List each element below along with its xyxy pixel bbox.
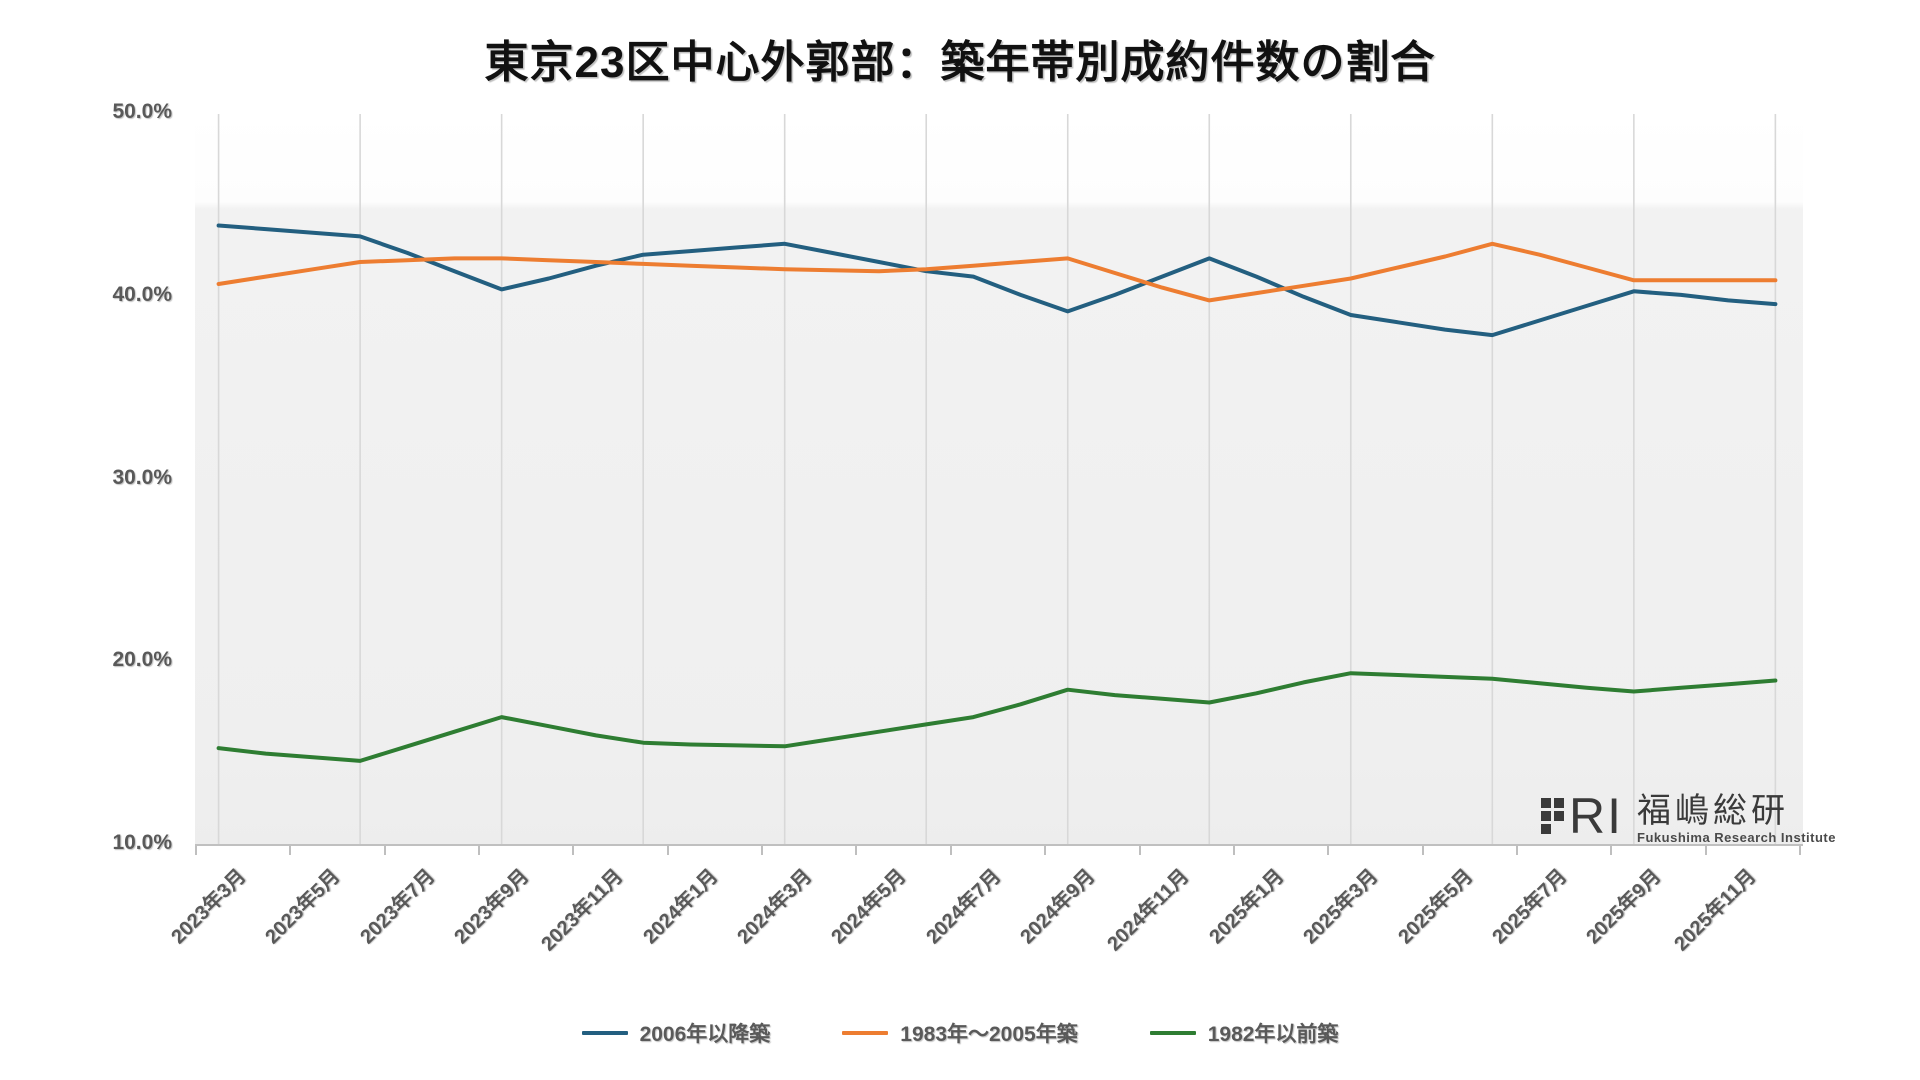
x-axis-tick — [1421, 846, 1424, 855]
x-axis-label: 2024年5月 — [827, 865, 911, 949]
x-axis-tick — [383, 846, 386, 855]
x-axis-label: 2024年11月 — [1103, 865, 1194, 956]
x-axis-label: 2025年1月 — [1205, 865, 1289, 949]
x-axis-tick — [1138, 846, 1141, 855]
x-axis-label: 2023年9月 — [450, 865, 534, 949]
x-axis-label: 2025年11月 — [1669, 865, 1761, 956]
legend-line-swatch-icon — [842, 1031, 889, 1035]
x-axis-label: 2023年3月 — [167, 865, 251, 949]
x-axis-label: 2024年1月 — [638, 865, 723, 949]
x-axis-tick — [1704, 846, 1707, 855]
fri-logo-f-icon — [1541, 798, 1565, 834]
series-line-2 — [216, 671, 1778, 763]
x-axis-tick — [572, 846, 575, 855]
fri-logo: RI 福嶋総研 Fukushima Research Institute — [1541, 788, 1836, 845]
chart-title: 東京23区中心外郭部：築年帯別成約件数の割合 — [484, 38, 1436, 87]
legend-label: 1982年以前築 — [1207, 1023, 1339, 1046]
x-axis-label: 2025年7月 — [1488, 865, 1572, 949]
x-axis-label: 2023年11月 — [537, 865, 628, 956]
x-axis-label: 2025年5月 — [1393, 865, 1477, 949]
x-axis-tick — [1515, 846, 1518, 855]
series-line-0 — [216, 223, 1778, 338]
series-line-1 — [216, 241, 1778, 303]
x-axis-label: 2023年7月 — [355, 865, 440, 949]
x-axis-tick — [1044, 846, 1047, 855]
x-axis-line — [195, 844, 1803, 846]
x-axis-tick — [195, 846, 197, 855]
logo-company-name-ja: 福嶋総研 — [1637, 792, 1790, 830]
legend-label: 2006年以降築 — [639, 1023, 771, 1046]
x-axis-label: 2025年9月 — [1582, 865, 1666, 949]
y-axis-label: 40.0% — [112, 282, 172, 306]
legend-line-swatch-icon — [581, 1031, 628, 1035]
legend-label: 1983年～2005年築 — [900, 1023, 1078, 1046]
x-axis-label: 2024年7月 — [922, 865, 1006, 949]
line-chart — [216, 114, 1778, 845]
x-axis-label: 2023年5月 — [261, 865, 345, 949]
legend-item: 1983年～2005年築 — [842, 1018, 1078, 1048]
fri-logo-mark: RI — [1541, 788, 1624, 844]
x-axis-tick — [1232, 846, 1235, 855]
y-axis-label: 20.0% — [112, 648, 172, 672]
fri-logo-ri-text: RI — [1569, 788, 1624, 844]
x-axis-tick — [949, 846, 952, 855]
y-axis-label: 50.0% — [112, 100, 172, 123]
x-axis-label: 2024年9月 — [1016, 865, 1100, 949]
legend-item: 2006年以降築 — [581, 1018, 771, 1048]
x-axis-tick — [855, 846, 858, 855]
plot-area — [195, 114, 1803, 845]
x-axis-tick — [1327, 846, 1330, 855]
logo-company-name-en: Fukushima Research Institute — [1637, 830, 1836, 845]
chart-legend: 2006年以降築 1983年～2005年築 1982年以前築 — [0, 1018, 1920, 1048]
x-axis-tick — [478, 846, 481, 855]
x-axis-label: 2024年3月 — [733, 865, 817, 949]
x-axis-tick — [761, 846, 764, 855]
x-axis-tick — [1798, 846, 1801, 855]
y-axis-label: 30.0% — [112, 465, 172, 489]
x-axis-tick — [666, 846, 669, 855]
legend-item: 1982年以前築 — [1149, 1018, 1339, 1048]
legend-line-swatch-icon — [1149, 1031, 1196, 1035]
x-axis-tick — [1610, 846, 1613, 855]
y-axis-label: 10.0% — [112, 831, 172, 854]
x-axis-tick — [289, 846, 292, 855]
x-axis-label: 2025年3月 — [1299, 865, 1383, 949]
